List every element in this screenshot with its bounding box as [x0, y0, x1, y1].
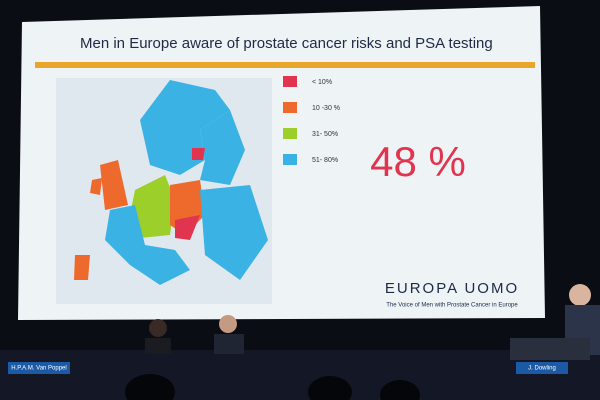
- region: [200, 110, 245, 185]
- legend-swatch: [283, 76, 297, 87]
- nameplate-text: H.P.A.M. Van Poppel: [11, 366, 66, 372]
- region: [130, 175, 175, 238]
- nameplate: [516, 362, 568, 374]
- title-bar: [35, 62, 535, 68]
- legend-swatch: [283, 128, 297, 139]
- audience: [380, 380, 420, 400]
- region: [140, 80, 230, 175]
- person: [219, 315, 237, 333]
- person: [214, 334, 244, 354]
- audience: [308, 376, 352, 400]
- legend-label: 10 -30 %: [312, 105, 340, 112]
- legend-label: < 10%: [312, 79, 332, 86]
- nameplate-text: J. Dowling: [528, 366, 556, 372]
- logo: EUROPA UOMO: [385, 280, 519, 297]
- region: [175, 215, 200, 240]
- person: [149, 319, 167, 337]
- highlight: 48 %: [370, 138, 466, 185]
- person: [145, 338, 171, 354]
- stage: H.P.A.M. Van Poppel J. Dowling: [0, 284, 600, 400]
- region: [105, 205, 190, 285]
- legend: < 10% 10 -30 % 31- 50% 51- 80%: [283, 76, 340, 165]
- slide-title: Men in Europe aware of prostate cancer r…: [80, 35, 493, 52]
- region: [90, 178, 102, 195]
- legend-label: 51- 80%: [312, 157, 338, 164]
- region: [74, 255, 90, 280]
- audience: [125, 374, 175, 400]
- legend-swatch: [283, 154, 297, 165]
- nameplate: [8, 362, 70, 374]
- person: [569, 284, 591, 306]
- map: [56, 78, 272, 304]
- region: [200, 185, 268, 280]
- tagline: The Voice of Men with Prostate Cancer in…: [386, 303, 518, 309]
- legend-label: 31- 50%: [312, 131, 338, 138]
- lectern: [510, 338, 590, 360]
- legend-swatch: [283, 102, 297, 113]
- desk: [0, 350, 600, 400]
- region: [100, 160, 128, 210]
- region: [192, 148, 205, 160]
